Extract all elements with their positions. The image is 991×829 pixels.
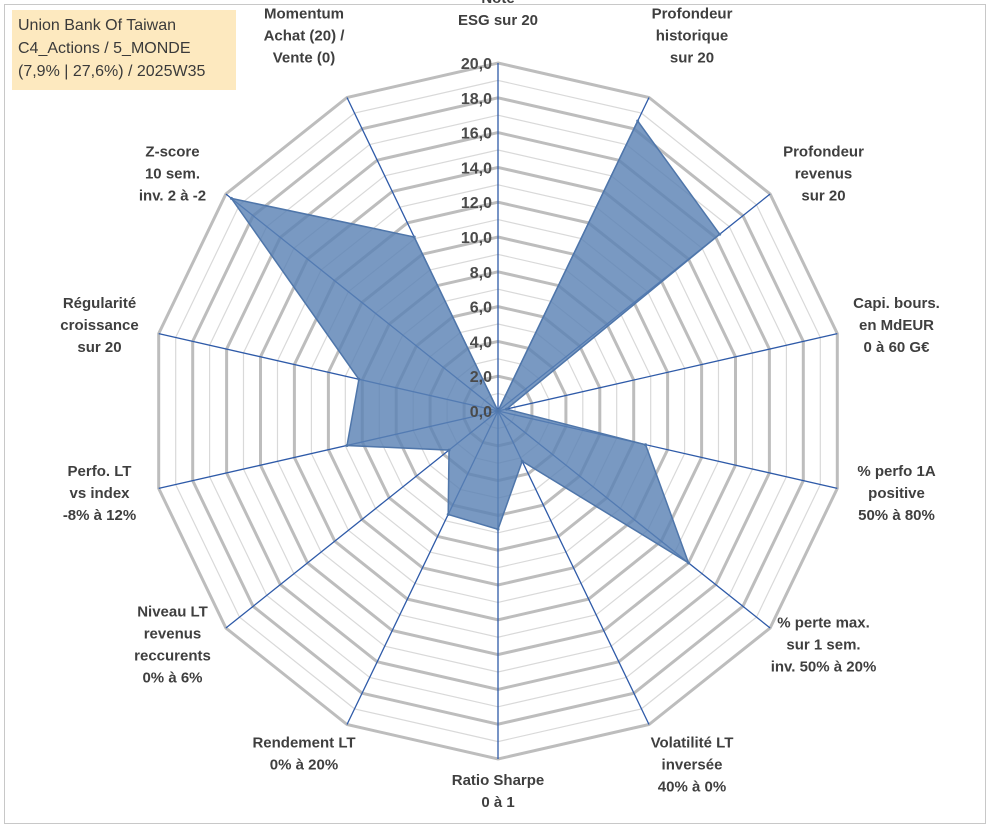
category-label: 0 à 60 G€ [864,339,931,356]
axis-spoke [497,332,838,412]
data-point [718,232,722,236]
data-point [447,448,451,452]
category-label: ESG sur 20 [458,12,538,29]
category-label: % perfo 1A [857,463,936,480]
data-point [636,119,640,123]
title-line-3: (7,9% | 27,6%) / 2025W35 [18,63,206,80]
data-point [496,409,500,413]
category-label: Rendement LT [252,735,355,752]
category-label: Niveau LT [137,604,208,621]
data-point [520,459,524,463]
category-label: 50% à 80% [858,507,935,524]
category-label: inv. 50% à 20% [771,659,877,676]
category-label: -8% à 12% [63,507,136,524]
category-label: Régularité [63,295,136,312]
data-point [505,407,508,411]
category-label: reccurents [134,648,211,665]
category-label: 10 sem. [145,165,200,182]
category-label: Z-score [145,143,199,160]
category-label: 0 à 1 [481,794,514,811]
category-label: Profondeur [652,5,733,22]
tick-label: 2,0 [470,369,492,386]
category-label: inversée [662,757,723,774]
label-layer: Note ESG sur 20 Profondeur historique sur 20… [60,0,940,811]
category-label: Vente (0) [273,49,336,66]
data-point [687,561,690,565]
tick-label: 4,0 [470,334,492,351]
category-label: 40% à 0% [658,779,726,796]
tick-label: 16,0 [461,126,492,143]
axis-spoke [497,410,650,725]
category-label: sur 20 [670,49,714,66]
category-label: Note [481,0,514,7]
tick-label: 6,0 [470,300,492,317]
tick-label: 18,0 [461,91,492,108]
category-label: vs index [69,485,130,502]
data-point [446,513,450,516]
category-label: revenus [144,626,202,643]
chart-title-box: Union Bank Of Taiwan C4_Actions / 5_MOND… [12,10,236,90]
data-point [496,527,500,531]
category-label: revenus [795,165,853,182]
tick-label: 14,0 [461,160,492,177]
tick-label: 8,0 [470,265,492,282]
category-label: Profondeur [783,143,864,160]
title-line-1: Union Bank Of Taiwan [18,17,177,34]
tick-label: 0,0 [470,404,492,421]
tick-label: 10,0 [461,230,492,247]
category-label: en MdEUR [859,317,934,334]
category-label: croissance [60,317,138,334]
category-label: Capi. bours. [853,295,940,312]
series-layer [229,119,722,565]
data-point [412,235,416,239]
category-label: Ratio Sharpe [452,772,545,789]
category-label: sur 1 sem. [786,637,860,654]
tick-label: 20,0 [461,56,492,73]
category-label: Achat (20) / [264,27,346,44]
title-line-2: C4_Actions / 5_MONDE [18,40,191,57]
data-point [357,377,361,381]
category-label: historique [656,27,729,44]
category-label: positive [868,485,925,502]
tick-label: 12,0 [461,195,492,212]
category-label: 0% à 20% [270,757,338,774]
category-label: Momentum [264,5,344,22]
category-label: Perfo. LT [68,463,132,480]
category-label: % perte max. [777,615,870,632]
data-point [644,443,648,447]
data-point [345,444,349,447]
category-label: inv. 2 à -2 [139,187,206,204]
category-label: sur 20 [77,339,121,356]
tick-layer: 0,0 2,0 4,0 6,0 8,0 10,0 12,0 14,0 16,0 18,0 20,0 [461,56,492,421]
category-label: sur 20 [801,187,845,204]
category-label: Volatilité LT [651,735,734,752]
data-point [229,196,233,200]
category-label: 0% à 6% [142,670,202,687]
